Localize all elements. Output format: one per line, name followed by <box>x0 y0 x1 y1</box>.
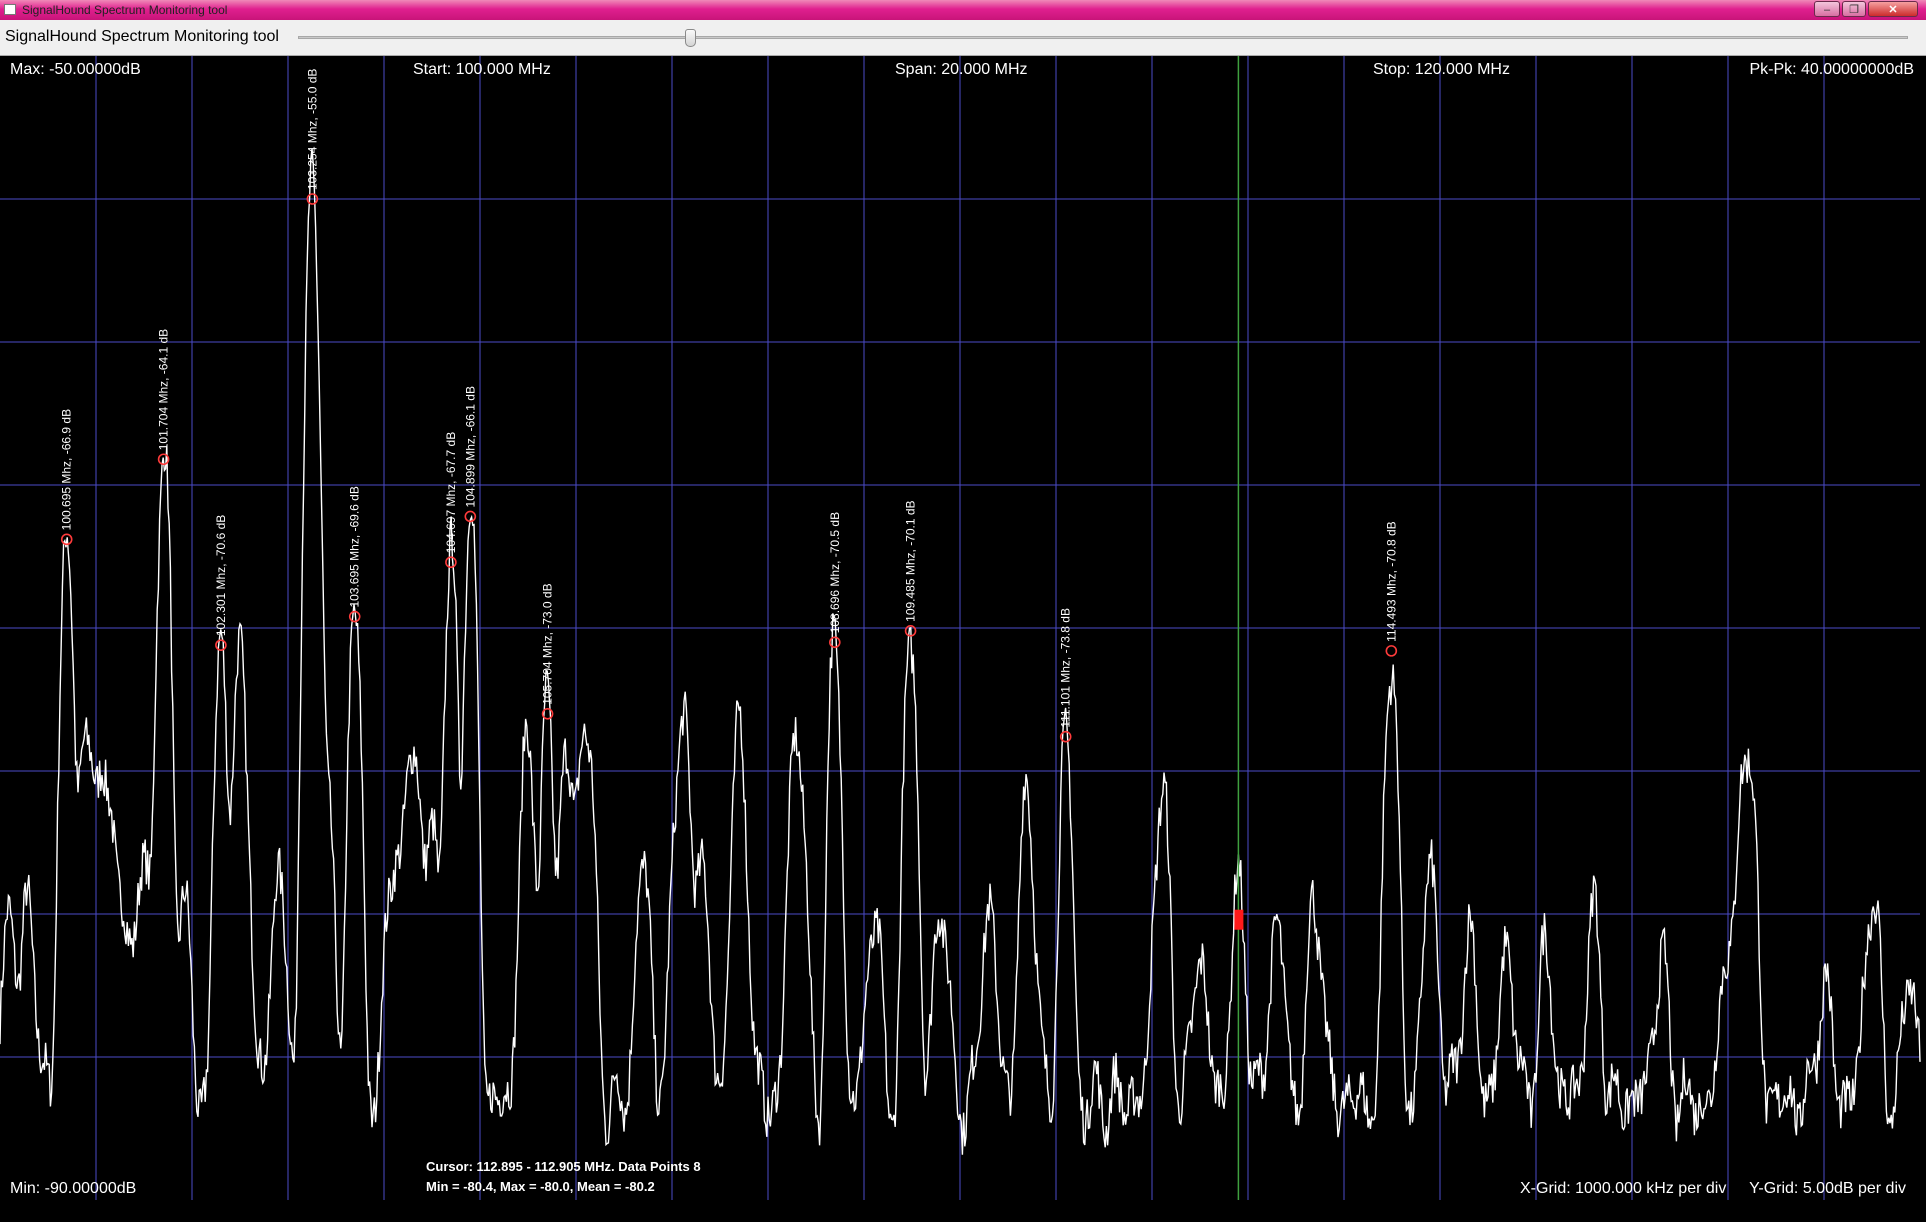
min-readout: Min: -90.00000dB <box>10 1180 137 1197</box>
cursor-readout: Cursor: 112.895 - 112.905 MHz. Data Poin… <box>426 1159 701 1174</box>
peak-marker <box>1385 645 1398 657</box>
spectrum-plot[interactable]: 100.695 Mhz, -66.9 dB 101.704 Mhz, -64.1 … <box>0 56 1926 1200</box>
cursor-marker <box>1234 909 1244 930</box>
maximize-button[interactable]: ❐ <box>1842 1 1866 17</box>
peak-label: 109.485 Mhz, -70.1 dB <box>904 500 918 621</box>
peak-marker <box>348 610 361 623</box>
spectrum-chart: 100.695 Mhz, -66.9 dB 101.704 Mhz, -64.1 … <box>0 56 1921 1200</box>
xgrid-readout: X-Grid: 1000.000 kHz per div <box>1520 1180 1727 1197</box>
peak-label: 108.696 Mhz, -70.5 dB <box>828 512 842 633</box>
pkpk-readout: Pk-Pk: 40.00000000dB <box>1749 61 1914 78</box>
peak-label: 105.704 Mhz, -73.0 dB <box>541 583 555 704</box>
minimize-button[interactable]: – <box>1814 1 1840 17</box>
app-label: SignalHound Spectrum Monitoring tool <box>5 28 279 45</box>
close-button[interactable]: ✕ <box>1868 1 1918 17</box>
peak-label: 103.695 Mhz, -69.6 dB <box>348 486 362 607</box>
peak-label: 103.254 Mhz, -55.0 dB <box>305 69 319 190</box>
span-slider-track[interactable] <box>298 36 1908 39</box>
window-titlebar: SignalHound Spectrum Monitoring tool – ❐… <box>0 0 1926 20</box>
span-readout: Span: 20.000 MHz <box>895 61 1028 78</box>
peak-marker <box>215 639 227 651</box>
peak-marker <box>60 533 73 546</box>
cursor-stats: Min = -80.4, Max = -80.0, Mean = -80.2 <box>426 1179 655 1194</box>
peak-marker <box>445 556 457 569</box>
peak-label: 100.695 Mhz, -66.9 dB <box>60 409 74 530</box>
peak-label: 111.101 Mhz, -73.8 dB <box>1059 608 1073 728</box>
peak-label: 102.301 Mhz, -70.6 dB <box>214 515 228 636</box>
stop-readout: Stop: 120.000 MHz <box>1373 61 1510 78</box>
ygrid-readout: Y-Grid: 5.00dB per div <box>1749 1180 1906 1197</box>
peak-marker <box>464 510 477 523</box>
window-bottom-edge <box>0 1200 1926 1222</box>
peak-label: 104.899 Mhz, -66.1 dB <box>463 386 477 507</box>
spectrum-trace <box>0 148 1921 1155</box>
peak-label: 114.493 Mhz, -70.8 dB <box>1384 521 1398 642</box>
peak-marker <box>904 625 917 637</box>
peak-label: 104.697 Mhz, -67.7 dB <box>444 432 458 553</box>
peak-label: 101.704 Mhz, -64.1 dB <box>157 329 171 450</box>
peak-marker <box>829 636 841 649</box>
peak-marker <box>306 193 319 205</box>
max-readout: Max: -50.00000dB <box>10 61 141 78</box>
span-slider-thumb[interactable] <box>685 29 696 47</box>
window-title: SignalHound Spectrum Monitoring tool <box>22 3 228 17</box>
app-icon <box>4 4 16 15</box>
peak-marker <box>1059 730 1072 743</box>
peak-marker <box>157 453 170 466</box>
peak-marker <box>541 707 554 720</box>
start-readout: Start: 100.000 MHz <box>413 61 551 78</box>
